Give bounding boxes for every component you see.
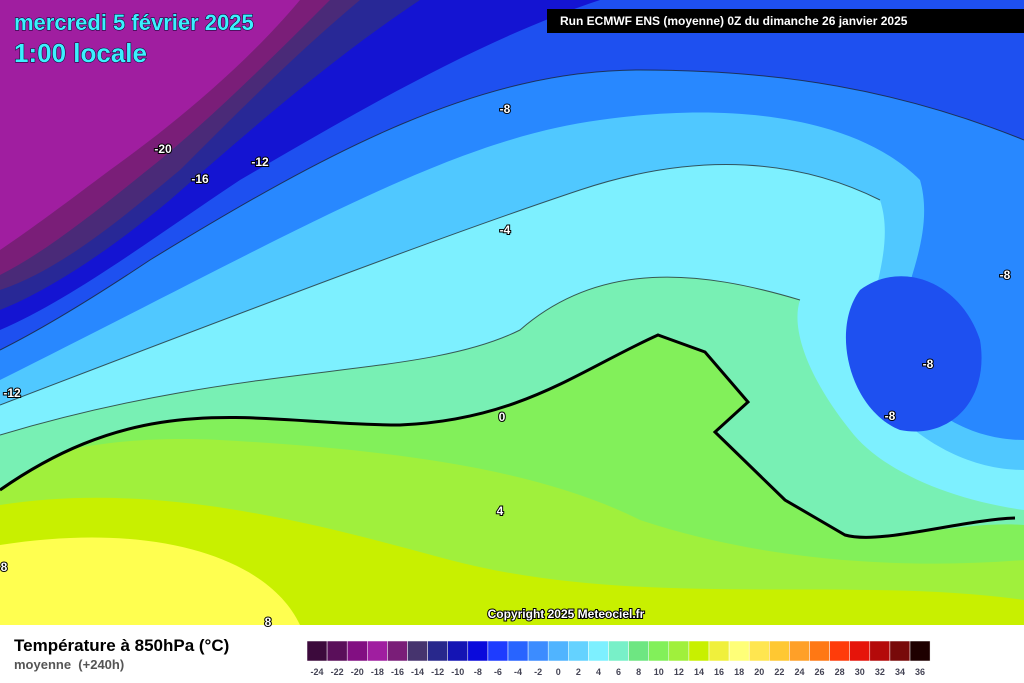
color-swatch — [668, 640, 690, 662]
legend-tick-label: -6 — [494, 667, 502, 677]
color-swatch — [628, 640, 649, 662]
legend-tick-label: -12 — [431, 667, 444, 677]
contour — [0, 276, 801, 436]
legend-tick-label: 4 — [596, 667, 601, 677]
legend-subtitle: moyenne (+240h) — [14, 657, 124, 672]
legend-tick-label: -2 — [534, 667, 542, 677]
contour-label: -12 — [251, 155, 269, 169]
color-swatch — [326, 640, 348, 662]
color-swatch — [407, 640, 428, 662]
map-date: mercredi 5 février 2025 — [14, 10, 254, 35]
color-swatch — [608, 640, 629, 662]
contour-label: 0 — [499, 410, 506, 424]
contour-label: 4 — [497, 504, 504, 518]
color-swatch — [789, 640, 810, 662]
color-swatch — [447, 640, 469, 662]
contour-label: -12 — [3, 386, 21, 400]
legend-tick-label: 8 — [636, 667, 641, 677]
run-banner — [547, 9, 1024, 33]
legend-tick-label: -4 — [514, 667, 522, 677]
color-swatch — [909, 640, 931, 662]
legend-tick-label: -20 — [351, 667, 364, 677]
legend-tick-label: -18 — [371, 667, 384, 677]
color-swatch — [648, 640, 670, 662]
legend-tick-label: 32 — [875, 667, 885, 677]
legend-tick-label: -22 — [331, 667, 344, 677]
legend-tick-label: 18 — [734, 667, 744, 677]
legend-tick-label: -10 — [451, 667, 464, 677]
color-swatch — [708, 640, 730, 662]
color-swatch — [507, 640, 529, 662]
legend-tick-label: 0 — [556, 667, 561, 677]
legend-tick-label: 26 — [815, 667, 825, 677]
contour-label: 8 — [1, 560, 8, 574]
color-swatch — [568, 640, 589, 662]
color-swatch — [588, 640, 609, 662]
contour-label: -4 — [500, 223, 511, 237]
legend-tick-label: 28 — [835, 667, 845, 677]
legend-tick-label: -8 — [474, 667, 482, 677]
legend-tick-label: 6 — [616, 667, 621, 677]
contour-label: -8 — [1000, 268, 1011, 282]
color-swatch — [527, 640, 549, 662]
legend-tick-label: 20 — [754, 667, 764, 677]
run-info: Run ECMWF ENS (moyenne) 0Z du dimanche 2… — [560, 14, 908, 28]
legend-tick-label: 10 — [654, 667, 664, 677]
legend-tick-label: 34 — [895, 667, 905, 677]
legend-tick-label: -24 — [311, 667, 324, 677]
zero-contour — [0, 333, 1016, 539]
legend-tick-label: -14 — [411, 667, 424, 677]
legend-tick-label: 36 — [915, 667, 925, 677]
legend-tick-label: 30 — [855, 667, 865, 677]
color-swatch — [467, 640, 489, 662]
legend-tick-label: 2 — [576, 667, 581, 677]
legend-tick-label: 24 — [794, 667, 804, 677]
contour-label: -20 — [154, 142, 172, 156]
color-swatch — [829, 640, 850, 662]
contour-label: -16 — [191, 172, 209, 186]
contour-label: 8 — [265, 615, 272, 629]
color-swatch — [889, 640, 911, 662]
contour — [0, 69, 1024, 351]
legend-tick-label: -16 — [391, 667, 404, 677]
color-swatch — [306, 640, 328, 662]
legend-tick-label: 14 — [694, 667, 704, 677]
map-time: 1:00 locale — [14, 38, 147, 68]
color-swatch — [688, 640, 710, 662]
color-swatch — [728, 640, 750, 662]
color-swatch — [547, 640, 569, 662]
color-swatch — [387, 640, 408, 662]
contour-label: -8 — [923, 357, 934, 371]
contour — [0, 164, 881, 406]
color-swatch — [346, 640, 368, 662]
legend-tick-label: 16 — [714, 667, 724, 677]
color-swatch — [367, 640, 388, 662]
color-swatch — [487, 640, 509, 662]
color-swatch — [427, 640, 448, 662]
color-swatch — [769, 640, 790, 662]
copyright: Copyright 2025 Meteociel.fr — [488, 607, 645, 621]
legend-title: Température à 850hPa (°C) — [14, 636, 229, 655]
contour-label: -8 — [885, 409, 896, 423]
color-swatch — [809, 640, 830, 662]
temperature-field — [0, 0, 1024, 625]
band-m8-east — [845, 276, 982, 432]
band-m20 — [0, 0, 300, 250]
legend-tick-label: 12 — [674, 667, 684, 677]
color-swatch — [849, 640, 871, 662]
contour-label: -8 — [500, 102, 511, 116]
color-swatch — [869, 640, 891, 662]
legend-tick-label: 22 — [774, 667, 784, 677]
color-swatch — [748, 640, 770, 662]
